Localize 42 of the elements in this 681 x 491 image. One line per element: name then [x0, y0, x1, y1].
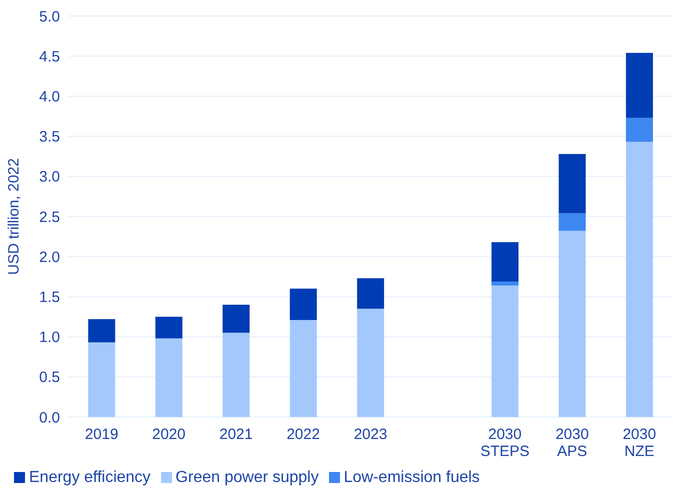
x-tick-label: 2020: [152, 426, 186, 443]
bar: [222, 304, 250, 333]
bar: [558, 213, 586, 231]
y-tick-label: 3.0: [39, 168, 60, 186]
bar: [558, 154, 586, 214]
y-tick-label: 1.0: [39, 329, 60, 346]
bar: [626, 118, 653, 142]
x-tick-label: 2021: [219, 426, 253, 443]
bar: [222, 332, 250, 417]
legend-label: Low-emission fuels: [344, 469, 480, 486]
y-tick-label: 0.0: [39, 409, 60, 426]
bar: [155, 338, 182, 417]
y-tick-label: 5.0: [39, 8, 60, 26]
bar: [155, 316, 182, 338]
x-tick-label: 2030 APS: [555, 426, 589, 460]
y-tick-label: 2.0: [39, 248, 60, 266]
y-tick-label: 0.5: [39, 369, 60, 386]
bar: [88, 319, 116, 342]
bar: [290, 288, 317, 320]
x-tick-label: 2019: [84, 426, 118, 443]
bar: [492, 285, 518, 417]
bar: [357, 278, 384, 309]
y-tick-label: 1.5: [39, 289, 60, 306]
bar: [290, 320, 317, 417]
y-tick-label: 4.0: [39, 88, 60, 106]
x-tick-label: 2030 NZE: [622, 426, 656, 460]
bar: [492, 242, 518, 282]
x-tick-label: 2023: [354, 426, 388, 443]
bar: [357, 308, 384, 417]
bar: [626, 52, 653, 118]
bar: [492, 281, 518, 286]
bar: [626, 142, 653, 417]
x-tick-label: 2022: [286, 426, 320, 443]
bar: [558, 230, 586, 417]
y-tick-label: 3.5: [39, 128, 60, 146]
legend-label: Green power supply: [176, 469, 319, 486]
y-axis-title: USD trillion, 2022: [5, 158, 22, 275]
y-tick-label: 4.5: [39, 48, 60, 66]
legend-label: Energy efficiency: [29, 469, 151, 486]
y-tick-label: 2.5: [39, 208, 60, 226]
x-tick-label: 2030 STEPS: [480, 426, 530, 460]
bar: [88, 342, 116, 417]
